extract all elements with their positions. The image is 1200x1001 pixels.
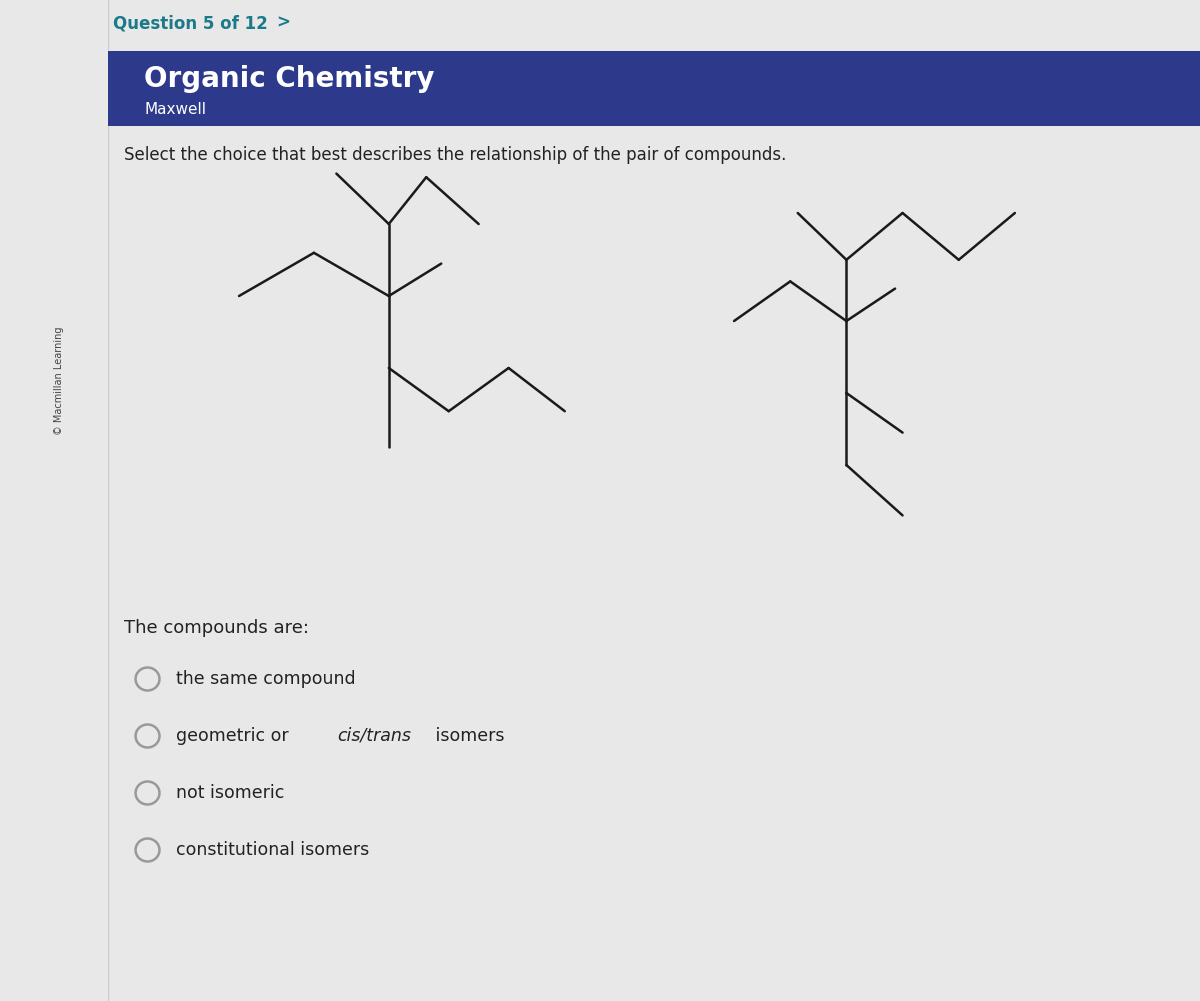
Text: geometric or: geometric or <box>175 727 294 745</box>
Text: the same compound: the same compound <box>175 670 355 688</box>
Text: Select the choice that best describes the relationship of the pair of compounds.: Select the choice that best describes th… <box>124 146 786 164</box>
Text: Organic Chemistry: Organic Chemistry <box>144 65 434 93</box>
Text: Maxwell: Maxwell <box>144 101 206 116</box>
Text: The compounds are:: The compounds are: <box>124 619 308 637</box>
Text: constitutional isomers: constitutional isomers <box>175 841 368 859</box>
Text: >: > <box>276 14 290 32</box>
FancyBboxPatch shape <box>108 0 1200 46</box>
Text: Question 5 of 12: Question 5 of 12 <box>113 14 268 32</box>
Text: isomers: isomers <box>431 727 505 745</box>
Text: © Macmillan Learning: © Macmillan Learning <box>54 326 65 434</box>
Text: cis/trans: cis/trans <box>337 727 410 745</box>
FancyBboxPatch shape <box>108 51 1200 126</box>
Text: not isomeric: not isomeric <box>175 784 284 802</box>
